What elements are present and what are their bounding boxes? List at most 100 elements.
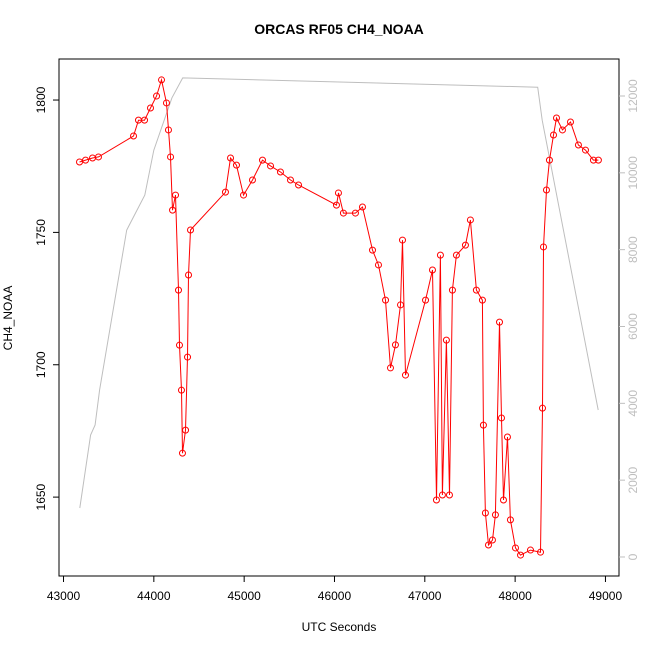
- data-point: [552, 114, 560, 122]
- data-point: [558, 126, 566, 134]
- data-point: [130, 132, 138, 140]
- data-point: [550, 131, 558, 139]
- data-point: [488, 536, 496, 544]
- x-tick-label: 44000: [137, 589, 171, 603]
- data-point: [499, 496, 507, 504]
- data-point: [339, 209, 347, 217]
- data-point: [538, 404, 546, 412]
- y-tick-label: 1650: [34, 483, 48, 510]
- y-tick-label: 1700: [34, 351, 48, 378]
- data-point: [295, 181, 303, 189]
- data-point: [334, 189, 342, 197]
- data-point: [184, 353, 192, 361]
- data-point: [182, 426, 190, 434]
- data-point: [332, 201, 340, 209]
- data-point: [484, 541, 492, 549]
- data-point: [401, 371, 409, 379]
- x-tick-label: 45000: [227, 589, 261, 603]
- data-point: [162, 99, 170, 107]
- data-point: [276, 168, 284, 176]
- data-point: [481, 509, 489, 517]
- y-tick-label: 1800: [34, 86, 48, 113]
- data-point: [374, 261, 382, 269]
- x-tick-label: 46000: [318, 589, 352, 603]
- x-tick-label: 43000: [47, 589, 81, 603]
- data-point: [511, 544, 519, 552]
- y2-tick-label: 2000: [626, 466, 640, 493]
- series-line: [79, 77, 599, 556]
- data-point: [436, 251, 444, 259]
- data-point: [178, 449, 186, 457]
- data-point: [286, 176, 294, 184]
- data-point: [479, 421, 487, 429]
- data-point: [537, 548, 545, 556]
- data-point: [187, 226, 195, 234]
- data-point: [169, 206, 177, 214]
- data-point: [461, 241, 469, 249]
- data-point: [82, 156, 90, 164]
- data-point: [227, 154, 235, 162]
- data-point: [428, 266, 436, 274]
- y2-tick-label: 4000: [626, 390, 640, 417]
- data-point: [566, 118, 574, 126]
- x-axis-label: UTC Seconds: [302, 620, 377, 634]
- data-point: [358, 203, 366, 211]
- data-point: [146, 104, 154, 112]
- plot-frame: [58, 58, 620, 577]
- data-point: [445, 491, 453, 499]
- x-tick-label: 48000: [498, 589, 532, 603]
- data-point: [589, 156, 597, 164]
- data-point: [517, 551, 525, 559]
- data-point: [185, 271, 193, 279]
- data-point: [442, 336, 450, 344]
- data-point: [472, 286, 480, 294]
- data-point: [496, 318, 504, 326]
- data-point: [232, 161, 240, 169]
- y2-tick-label: 0: [626, 553, 640, 560]
- data-point: [267, 162, 275, 170]
- data-point: [158, 76, 166, 84]
- data-point: [542, 186, 550, 194]
- data-point: [466, 216, 474, 224]
- data-point: [448, 286, 456, 294]
- data-point: [491, 511, 499, 519]
- y2-tick-label: 10000: [626, 156, 640, 190]
- data-point: [248, 176, 256, 184]
- data-point: [545, 156, 553, 164]
- data-point: [539, 243, 547, 251]
- data-point: [94, 153, 102, 161]
- data-point: [177, 386, 185, 394]
- y2-tick-label: 12000: [626, 79, 640, 113]
- x-tick-label: 49000: [589, 589, 623, 603]
- data-point: [422, 296, 430, 304]
- data-point: [506, 516, 514, 524]
- data-point: [581, 146, 589, 154]
- data-point: [503, 433, 511, 441]
- data-point: [386, 364, 394, 372]
- data-point: [167, 153, 175, 161]
- y-tick-label: 1750: [34, 219, 48, 246]
- data-point: [153, 92, 161, 100]
- data-point: [164, 126, 172, 134]
- data-point: [438, 491, 446, 499]
- data-point: [174, 286, 182, 294]
- data-point: [398, 236, 406, 244]
- data-point: [175, 341, 183, 349]
- data-point: [172, 191, 180, 199]
- data-point: [258, 156, 266, 164]
- y2-tick-label: 8000: [626, 236, 640, 263]
- x-tick-label: 47000: [408, 589, 442, 603]
- data-point: [526, 546, 534, 554]
- series-line: [79, 77, 599, 509]
- data-point: [382, 296, 390, 304]
- data-point: [497, 414, 505, 422]
- data-point: [397, 301, 405, 309]
- data-point: [141, 116, 149, 124]
- data-point: [240, 191, 248, 199]
- data-point: [574, 141, 582, 149]
- y2-tick-label: 6000: [626, 313, 640, 340]
- chart-title: ORCAS RF05 CH4_NOAA: [254, 21, 424, 37]
- data-point: [76, 158, 84, 166]
